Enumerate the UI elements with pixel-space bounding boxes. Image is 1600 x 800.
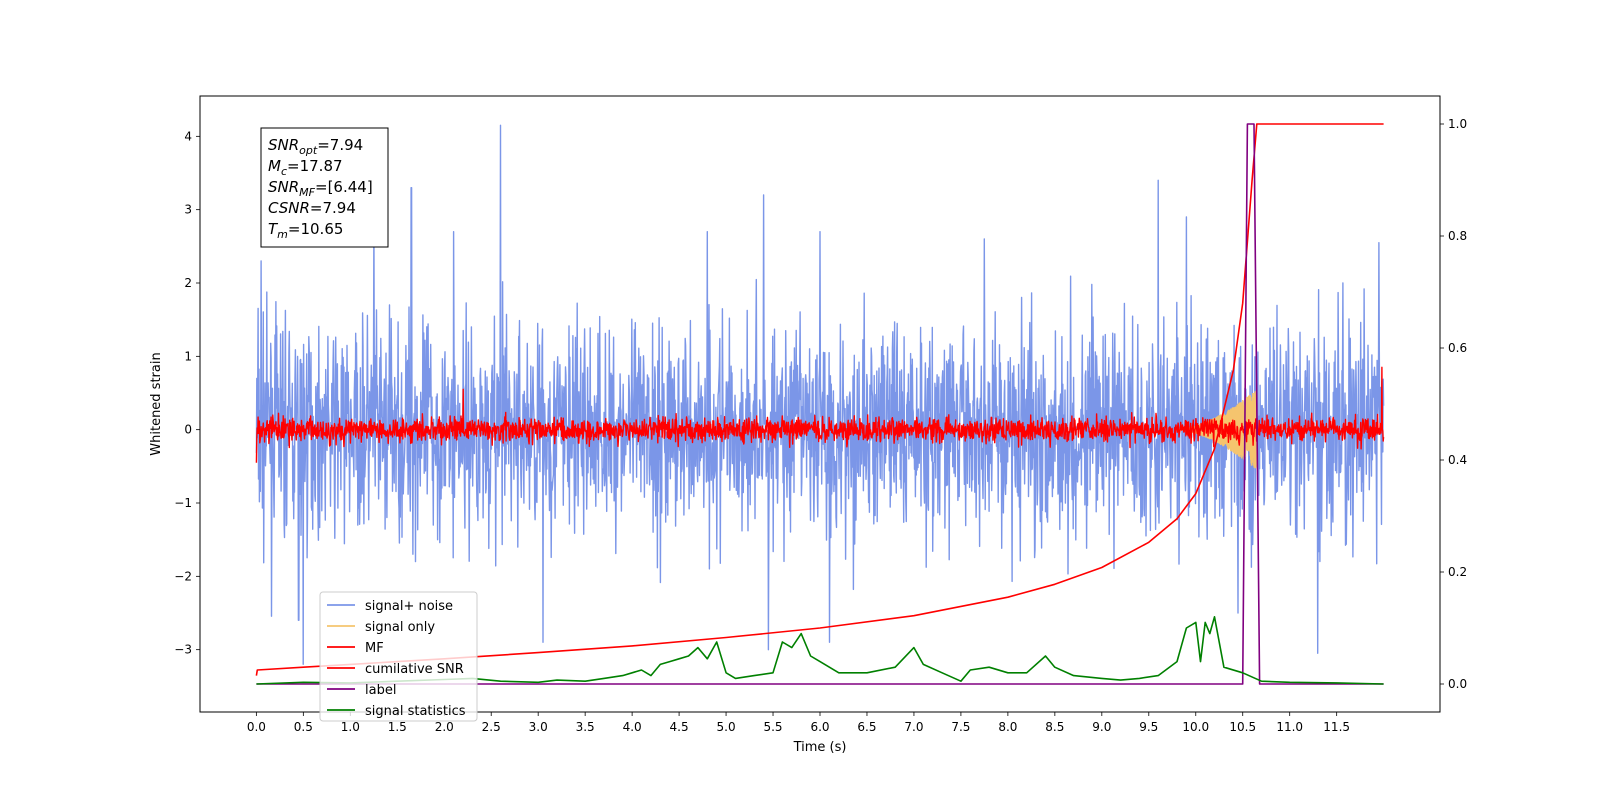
y-tick-label: −1 [174, 496, 192, 510]
x-tick-label: 1.5 [388, 720, 407, 734]
annotation-line: SNRMF=[6.44] [268, 178, 373, 199]
y-tick-label: −2 [174, 569, 192, 583]
x-tick-label: 8.0 [998, 720, 1017, 734]
x-tick-label: 1.0 [341, 720, 360, 734]
series-label [256, 123, 1384, 685]
y-axis-label: Whitened strain [149, 352, 164, 455]
legend-label: cumilative SNR [365, 662, 464, 677]
series-signal-noise [255, 124, 1385, 665]
x-tick-label: 8.5 [1045, 720, 1064, 734]
x-tick-label: 0.5 [294, 720, 313, 734]
y2-tick-label: 0.6 [1448, 341, 1467, 355]
x-tick-label: 4.0 [623, 720, 642, 734]
legend-label: signal+ noise [365, 599, 453, 614]
x-tick-label: 0.0 [247, 720, 266, 734]
annotation-frame [260, 127, 389, 248]
series-signal-statistics [256, 616, 1384, 685]
legend-frame [319, 591, 478, 722]
x-axis-label: Time (s) [793, 740, 847, 755]
y-tick-label: 3 [184, 203, 192, 217]
x-tick-label: 2.0 [435, 720, 454, 734]
legend-label: label [365, 683, 396, 698]
x-tick-label: 9.0 [1092, 720, 1111, 734]
annotation-line: Mc=17.87 [268, 157, 343, 178]
annotation-line: SNRopt=7.94 [268, 136, 363, 157]
y-tick-label: 1 [184, 349, 192, 363]
x-tick-label: 11.0 [1276, 720, 1303, 734]
y2-tick-label: 0.4 [1448, 453, 1467, 467]
legend: signal+ noise signal only MF cumilative SNR… [319, 591, 478, 722]
x-tick-label: 10.5 [1229, 720, 1256, 734]
x-tick-label: 5.5 [763, 720, 782, 734]
x-tick-label: 10.0 [1182, 720, 1209, 734]
legend-label: signal only [365, 620, 435, 635]
x-tick-label: 7.5 [951, 720, 970, 734]
annotation-line: CSNR=7.94 [268, 199, 356, 217]
x-tick-label: 6.5 [857, 720, 876, 734]
x-tick-label: 6.0 [810, 720, 829, 734]
x-axis-ticks: 0.0 0.5 1.0 1.5 2.0 2.5 3.0 3.5 4.0 4.5 5.0 5.5 6.0 6… [247, 712, 1350, 734]
y2-tick-label: 0.2 [1448, 565, 1467, 579]
legend-label: MF [365, 641, 384, 656]
y2-axis-ticks: 0.0 0.2 0.4 0.6 0.8 1.0 [1440, 117, 1467, 691]
x-tick-label: 2.5 [482, 720, 501, 734]
y2-tick-label: 1.0 [1448, 117, 1467, 131]
x-tick-label: 3.0 [529, 720, 548, 734]
y-axis-ticks: −3 −2 −1 0 1 2 3 4 [174, 129, 200, 657]
x-tick-label: 11.5 [1323, 720, 1350, 734]
annotation-line: Tm=10.65 [268, 220, 343, 241]
y-tick-label: 2 [184, 276, 192, 290]
x-tick-label: 7.0 [904, 720, 923, 734]
y2-tick-label: 0.8 [1448, 229, 1467, 243]
y2-tick-label: 0.0 [1448, 677, 1467, 691]
y-tick-label: 0 [184, 423, 192, 437]
y-tick-label: −3 [174, 643, 192, 657]
x-tick-label: 9.5 [1139, 720, 1158, 734]
annotation-box: SNRopt=7.94Mc=17.87SNRMF=[6.44]CSNR=7.94… [260, 127, 389, 248]
series-mf [255, 366, 1385, 463]
x-tick-label: 4.5 [670, 720, 689, 734]
y-tick-label: 4 [184, 129, 192, 143]
x-tick-label: 5.0 [717, 720, 736, 734]
x-tick-label: 3.5 [576, 720, 595, 734]
legend-label: signal statistics [365, 704, 466, 719]
